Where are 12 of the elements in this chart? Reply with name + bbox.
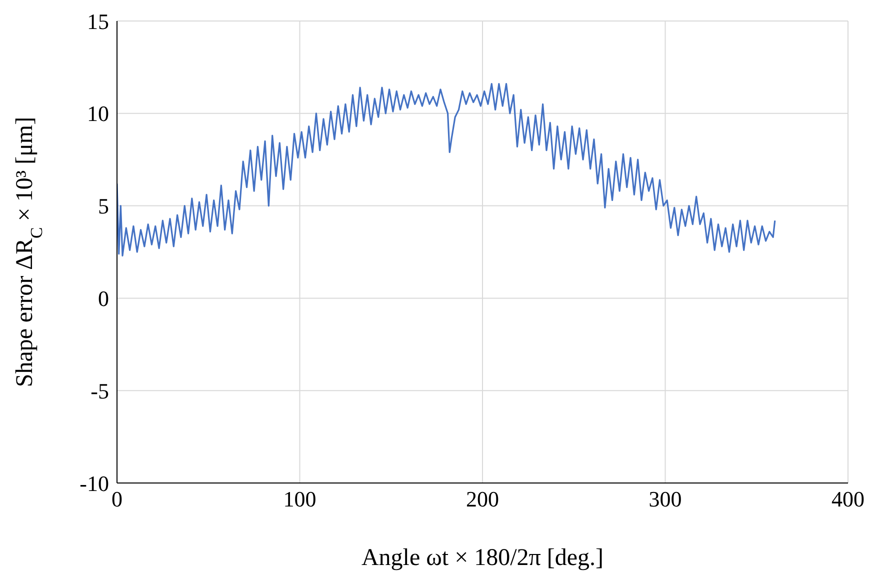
y-tick-label: 15	[87, 8, 109, 34]
line-series	[117, 83, 776, 256]
x-axis-title: Angle ωt × 180/2π [deg.]	[361, 545, 604, 571]
y-tick-label: -10	[80, 470, 109, 496]
x-tick-label: 300	[648, 486, 682, 512]
y-tick-label: -5	[90, 378, 109, 404]
x-tick-label: 200	[466, 486, 499, 512]
y-tick-label: 0	[98, 286, 109, 312]
y-tick-label: 10	[87, 101, 109, 126]
y-tick-label: 5	[98, 194, 109, 219]
x-tick-label: 400	[832, 486, 864, 512]
x-tick-label: 100	[283, 486, 316, 512]
